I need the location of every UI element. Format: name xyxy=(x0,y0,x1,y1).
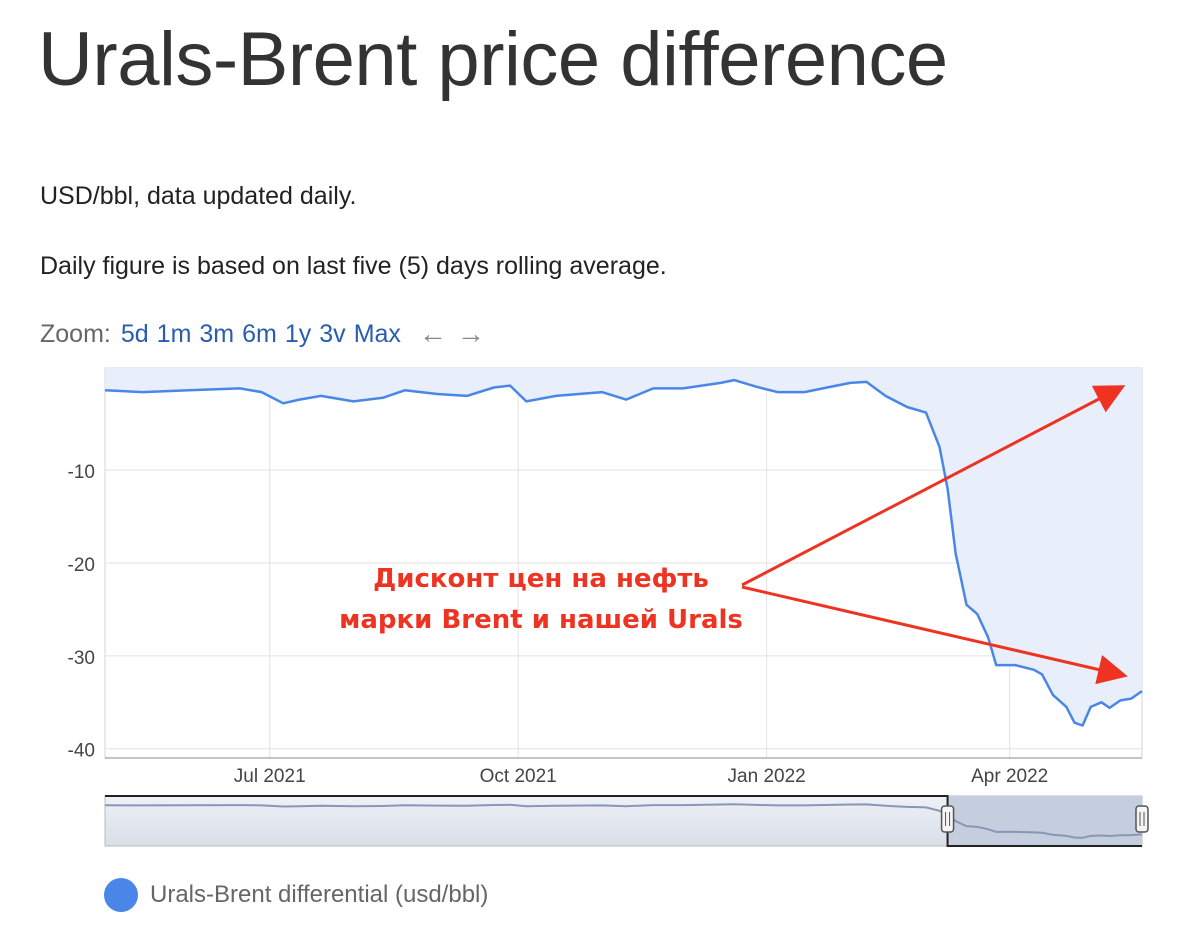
range-navigator[interactable] xyxy=(104,795,1149,847)
legend[interactable]: Urals-Brent differential (usd/bbl) xyxy=(104,878,488,912)
x-tick-label: Jul 2021 xyxy=(234,766,306,787)
x-tick-label: Oct 2021 xyxy=(480,766,557,787)
series-line xyxy=(104,378,1143,727)
units-note: USD/bbl, data updated daily. xyxy=(40,182,357,210)
zoom-3v[interactable]: 3v xyxy=(319,319,346,348)
plot-area xyxy=(104,368,1143,727)
zoom-bar: Zoom: 5d 1m 3m 6m 1y 3v Max ← → xyxy=(40,318,485,350)
annotation-arrow-up xyxy=(741,385,1126,587)
annotation-line-1: Дисконт цен на нефть xyxy=(373,564,709,594)
zoom-1m[interactable]: 1m xyxy=(156,319,192,348)
navigator-line xyxy=(104,803,1143,839)
navigator-handle-right[interactable] xyxy=(1135,805,1149,833)
navigator-selection xyxy=(947,796,1142,846)
page-title: Urals-Brent price difference xyxy=(38,17,948,102)
navigator-handle-left[interactable] xyxy=(940,805,955,833)
annotation-arrow-down xyxy=(741,585,1128,685)
y-tick-label: -20 xyxy=(68,555,95,576)
zoom-3m[interactable]: 3m xyxy=(199,319,235,348)
series-area xyxy=(105,368,1142,726)
arrow-right-icon[interactable]: → xyxy=(456,318,485,349)
zoom-5d[interactable]: 5d xyxy=(120,319,149,348)
legend-label: Urals-Brent differential (usd/bbl) xyxy=(150,881,489,908)
y-tick-label: -10 xyxy=(68,462,95,483)
zoom-1y[interactable]: 1y xyxy=(284,319,312,348)
zoom-6m[interactable]: 6m xyxy=(242,319,277,348)
y-tick-label: -30 xyxy=(68,648,95,669)
annotation: Дисконт цен на нефть марки Brent и нашей… xyxy=(339,385,1128,685)
x-tick-label: Apr 2022 xyxy=(971,766,1048,787)
legend-marker xyxy=(104,878,138,912)
handle-body xyxy=(1135,805,1149,833)
x-tick-label: Jan 2022 xyxy=(728,766,806,787)
y-tick-label: -40 xyxy=(68,741,95,762)
zoom-label: Zoom: xyxy=(40,319,111,348)
chart: -10 -20 -30 -40 Jul 2021 Oct 2021 Jan 2022 Apr … xyxy=(68,367,1149,847)
arrow-left-icon[interactable]: ← xyxy=(418,318,447,349)
annotation-line-2: марки Brent и нашей Urals xyxy=(339,605,743,635)
axes: -10 -20 -30 -40 Jul 2021 Oct 2021 Jan 2022 Apr … xyxy=(68,462,1142,787)
zoom-max[interactable]: Max xyxy=(353,319,401,348)
method-note: Daily figure is based on last five (5) d… xyxy=(40,252,667,280)
handle-body xyxy=(940,805,955,833)
